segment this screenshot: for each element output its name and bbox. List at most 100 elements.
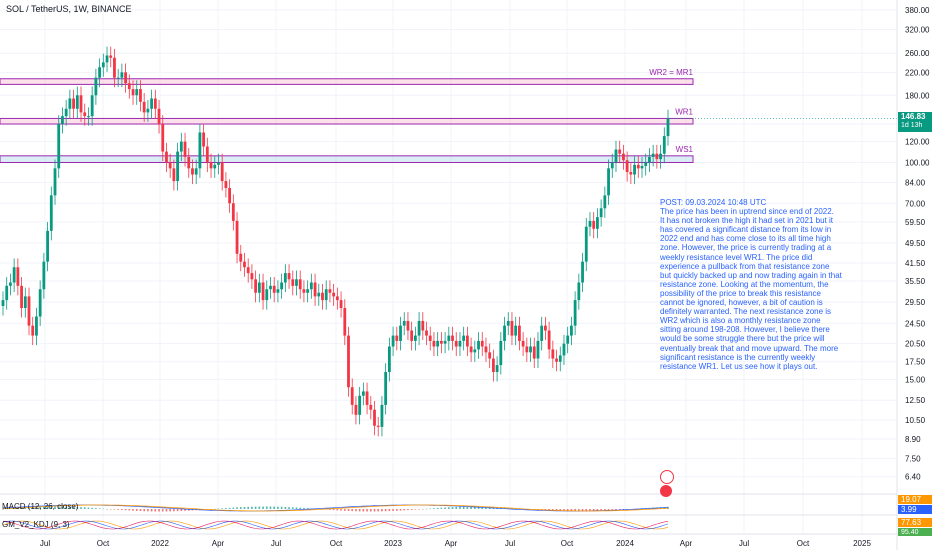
macd-label[interactable]: MACD (12, 26, close) [2, 502, 79, 511]
candle [499, 332, 503, 375]
price-tick-label: 320.00 [905, 26, 930, 35]
candle [473, 340, 477, 362]
candle [87, 107, 90, 126]
candle [302, 280, 306, 303]
macd-histogram-bar [154, 509, 157, 512]
candle [391, 326, 395, 357]
candle [443, 332, 447, 354]
time-tick-label: 2023 [384, 539, 402, 548]
price-tick-label: 100.00 [905, 158, 930, 167]
candle [101, 53, 105, 77]
candle [636, 155, 640, 178]
macd-histogram-bar [403, 509, 406, 511]
candle [477, 332, 480, 359]
macd-histogram-bar [377, 509, 380, 512]
candle [558, 346, 562, 372]
candle [596, 208, 599, 239]
macd-histogram-bar [221, 508, 223, 509]
analysis-note: POST: 09.03.2024 10:48 UTC The price has… [660, 198, 842, 371]
macd-histogram-bar [444, 507, 446, 509]
candle [261, 273, 265, 310]
kdj-label[interactable]: GM_V2_KDJ (9, 3) [2, 520, 70, 529]
candle [139, 80, 142, 112]
macd-histogram-bar [28, 507, 30, 509]
candle [280, 273, 284, 299]
macd-histogram-bar [414, 509, 417, 510]
candle [369, 396, 373, 420]
time-tick-label: 2024 [616, 539, 634, 548]
candle [566, 326, 570, 354]
candle [146, 99, 150, 122]
macd-histogram-bar [358, 509, 361, 512]
macd-histogram-bar [410, 509, 413, 510]
candle [599, 199, 603, 227]
macd-histogram-bar [570, 509, 573, 512]
price-tick-label: 20.50 [905, 340, 926, 349]
candle [332, 283, 336, 306]
macd-histogram-bar [332, 509, 335, 511]
candle [194, 159, 198, 185]
candle [451, 326, 454, 351]
time-axis[interactable]: Jul Oct 2022 Apr Jul Oct 2023 Apr Jul Oct 2024 Apr J… [0, 533, 932, 548]
macd-histogram-bar [329, 509, 331, 510]
macd-histogram-bar [132, 509, 134, 511]
macd-value-badge-1: 19.07 [898, 495, 932, 504]
macd-histogram-bar [113, 509, 116, 510]
macd-histogram-bar [343, 509, 346, 511]
price-tick-label: 70.00 [905, 199, 926, 208]
macd-histogram-bar [474, 506, 476, 509]
candle [94, 68, 98, 105]
symbol-title[interactable]: SOL / TetherUS, 1W, BINANCE [6, 4, 132, 14]
macd-histogram-bar [236, 507, 238, 509]
candle [269, 277, 272, 299]
zone-rect [0, 117, 694, 125]
macd-histogram-bar [589, 509, 591, 512]
candle [495, 356, 499, 382]
candle [313, 273, 317, 306]
candle [231, 194, 235, 231]
candle [321, 283, 324, 310]
macd-histogram-bar [87, 507, 90, 509]
time-tick-label: Apr [212, 539, 225, 548]
macd-histogram-bar [239, 507, 242, 509]
candle [384, 363, 388, 415]
candle [584, 217, 588, 272]
candle [187, 148, 191, 178]
candle [525, 337, 529, 362]
candle [573, 291, 577, 336]
candle [428, 326, 432, 351]
indicator-panes [0, 493, 897, 530]
macd-histogram-bar [559, 509, 562, 512]
macd-histogram-bar [600, 509, 602, 512]
macd-histogram-bar [139, 509, 142, 512]
macd-histogram-bar [39, 506, 41, 509]
candle [402, 312, 406, 336]
macd-histogram-bar [407, 509, 409, 511]
price-axis[interactable]: 380.00320.00260.00220.00180.00140.00120.… [896, 0, 930, 550]
candle [622, 144, 625, 170]
candle [235, 212, 239, 264]
kdj-value-badge-2: 95.40 [898, 528, 932, 536]
candle [46, 222, 49, 272]
candle [648, 148, 651, 173]
macd-histogram-bar [173, 509, 175, 512]
candle [176, 142, 180, 191]
candle [343, 299, 347, 346]
macd-histogram-bar [429, 508, 432, 509]
candle [298, 270, 302, 299]
price-tick-label: 49.50 [905, 239, 926, 248]
lightning-icon[interactable] [660, 470, 674, 484]
candle [153, 89, 157, 119]
us-flag-icon[interactable] [660, 485, 672, 497]
candle [376, 416, 380, 437]
macd-histogram-bar [615, 509, 617, 511]
macd-histogram-bar [102, 508, 105, 510]
macd-histogram-bar [578, 509, 580, 512]
time-tick-label: Oct [561, 539, 574, 548]
candle [168, 153, 172, 178]
macd-histogram-bar [622, 509, 625, 510]
candle [220, 153, 224, 191]
macd-histogram-bar [76, 507, 79, 509]
macd-histogram-bar [31, 507, 34, 509]
